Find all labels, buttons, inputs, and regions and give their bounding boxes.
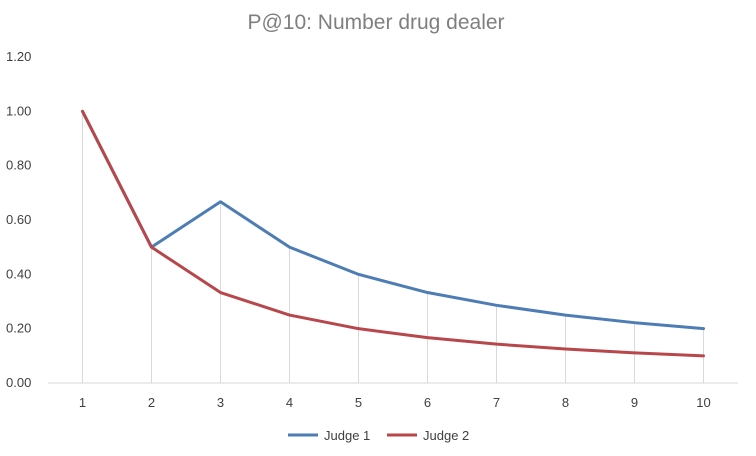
legend: Judge 1 Judge 2 (288, 428, 469, 443)
y-tick-label: 1.00 (6, 103, 31, 118)
x-tick-label: 9 (631, 395, 638, 410)
legend-label: Judge 1 (324, 428, 370, 443)
x-tick-label: 5 (355, 395, 362, 410)
y-tick-label: 0.20 (6, 321, 31, 336)
x-tick-label: 7 (493, 395, 500, 410)
y-tick-label: 0.00 (6, 375, 31, 390)
x-axis-ticks: 1 2 3 4 5 6 7 8 9 10 (79, 395, 711, 410)
drop-lines (82, 111, 704, 383)
series-lines (81, 109, 705, 358)
chart-title: P@10: Number drug dealer (247, 11, 504, 34)
y-tick-label: 0.80 (6, 158, 31, 173)
x-tick-label: 10 (696, 395, 710, 410)
series-line-1 (81, 109, 705, 331)
x-tick-label: 4 (286, 395, 293, 410)
x-tick-label: 6 (424, 395, 431, 410)
x-tick-label: 3 (217, 395, 224, 410)
y-axis-ticks: 0.00 0.20 0.40 0.60 0.80 1.00 1.20 (6, 49, 31, 390)
legend-label: Judge 2 (423, 428, 469, 443)
x-tick-label: 2 (148, 395, 155, 410)
y-tick-label: 0.60 (6, 212, 31, 227)
x-tick-label: 1 (79, 395, 86, 410)
y-tick-label: 0.40 (6, 266, 31, 281)
y-tick-label: 1.20 (6, 49, 31, 64)
series-line-2 (81, 109, 705, 358)
x-tick-label: 8 (562, 395, 569, 410)
